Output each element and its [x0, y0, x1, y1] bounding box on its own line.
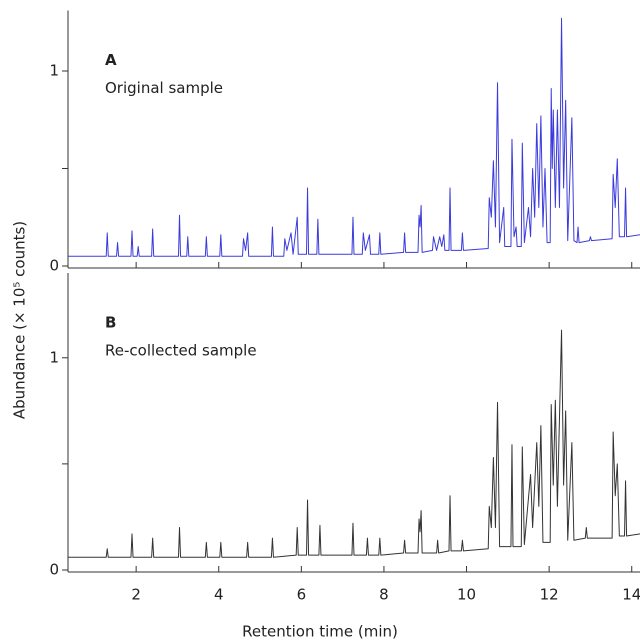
chromatogram-line — [68, 329, 640, 558]
y-tick-label: 0 — [49, 561, 59, 579]
x-tick-label: 4 — [214, 586, 224, 604]
panel-label: A — [105, 51, 117, 69]
x-tick-label: 10 — [457, 586, 476, 604]
y-tick-label: 0 — [49, 257, 59, 275]
panel-label: B — [105, 314, 116, 332]
y-tick-label: 1 — [49, 348, 59, 366]
y-tick-label: 1 — [49, 62, 59, 80]
x-tick-label: 8 — [379, 586, 389, 604]
x-tick-label: 6 — [297, 586, 307, 604]
x-tick-label: 2 — [131, 586, 141, 604]
panel-title: Re-collected sample — [105, 342, 257, 360]
x-axis-label: Retention time (min) — [242, 623, 398, 641]
x-tick-label: 12 — [540, 586, 559, 604]
x-tick-label: 14 — [622, 586, 640, 604]
chromatogram-line — [68, 17, 640, 257]
panel-title: Original sample — [105, 79, 223, 97]
y-axis-label: Abundance (× 10⁵ counts) — [11, 221, 29, 419]
